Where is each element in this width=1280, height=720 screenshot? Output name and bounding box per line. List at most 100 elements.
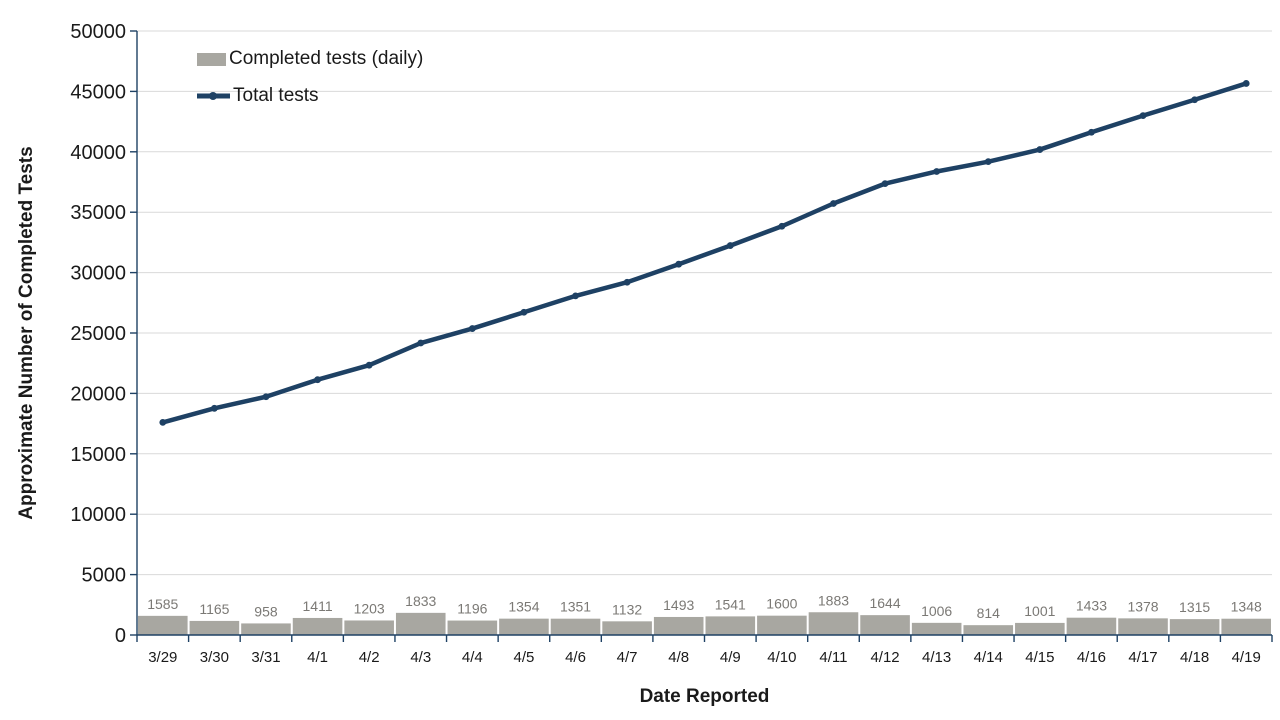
bar-value-label: 1378: [1127, 598, 1158, 614]
legend-entry-line: Total tests: [197, 84, 423, 108]
x-tick-label: 4/3: [410, 649, 431, 666]
line-series-group: [159, 80, 1250, 426]
bar: [1169, 619, 1220, 635]
bar-value-label: 1411: [303, 598, 333, 614]
bar: [292, 617, 343, 635]
line-marker: [210, 404, 218, 412]
bar-value-label: 1203: [354, 600, 385, 616]
x-tick-label: 4/2: [359, 649, 380, 666]
x-tick-label: 4/18: [1180, 649, 1209, 666]
bar-value-label: 1585: [147, 596, 178, 612]
line-marker: [520, 308, 528, 316]
x-tick-label: 4/15: [1025, 649, 1054, 666]
bar-value-label: 814: [977, 605, 1001, 621]
x-tick-label: 4/16: [1077, 649, 1106, 666]
x-tick-label: 3/30: [200, 649, 229, 666]
y-tick-label: 15000: [70, 444, 126, 466]
line-marker: [1036, 146, 1044, 153]
bar-value-label: 1433: [1076, 598, 1107, 614]
x-tick-label: 4/9: [720, 649, 741, 666]
bar-value-label: 1351: [560, 599, 591, 615]
bar-value-label: 1600: [766, 596, 797, 612]
line-marker: [933, 168, 941, 175]
tick-labels-group: 0 5000 10000 15000 20000 25000 30000 35000 40000…: [70, 21, 1260, 666]
bar-value-label: 1493: [663, 597, 694, 613]
bar: [963, 625, 1014, 635]
chart-legend: Completed tests (daily) Total tests: [197, 47, 423, 121]
line-marker: [159, 418, 167, 426]
x-tick-label: 4/10: [767, 649, 796, 666]
y-tick-label: 20000: [70, 383, 126, 405]
x-tick-label: 4/13: [922, 649, 951, 666]
bar-value-label: 1315: [1179, 599, 1210, 615]
line-marker: [984, 158, 992, 166]
bar: [1221, 618, 1271, 635]
bar-value-label: 1541: [715, 596, 746, 612]
x-tick-label: 3/29: [148, 649, 177, 666]
x-tick-label: 3/31: [251, 649, 280, 666]
x-tick-label: 4/11: [819, 649, 847, 666]
bar: [808, 612, 859, 635]
bar: [705, 616, 756, 635]
x-tick-label: 4/6: [565, 649, 586, 666]
line-marker: [1191, 96, 1199, 104]
y-tick-label: 10000: [70, 504, 126, 526]
x-tick-label: 4/12: [870, 649, 899, 666]
legend-entry-bar: Completed tests (daily): [197, 47, 423, 71]
line-marker: [262, 393, 270, 401]
line-marker: [1088, 128, 1095, 136]
y-tick-label: 40000: [70, 142, 126, 164]
bar-value-label: 1883: [818, 592, 849, 608]
bar: [499, 618, 549, 635]
line-marker: [881, 180, 889, 188]
total-tests-line: [160, 81, 1249, 425]
bar: [1066, 617, 1117, 635]
line-marker: [726, 242, 734, 249]
bar: [602, 621, 652, 635]
x-tick-label: 4/5: [514, 649, 535, 666]
x-axis-title: Date Reported: [639, 686, 770, 707]
line-marker: [830, 200, 837, 207]
line-marker: [675, 260, 683, 268]
x-tick-label: 4/1: [307, 649, 328, 666]
x-tick-label: 4/19: [1232, 649, 1261, 666]
y-axis-title: Approximate Number of Completed Tests: [16, 146, 37, 520]
bar-value-label: 1001: [1024, 603, 1055, 619]
bar-value-label: 1354: [508, 599, 539, 615]
bar-value-label: 1833: [405, 593, 436, 609]
y-tick-label: 30000: [70, 263, 126, 285]
data-labels-group: 1585 1165 958 1411 1203 1833 1196 1354 1351 1132 1…: [147, 592, 1262, 621]
bar: [911, 622, 962, 635]
bar: [1118, 618, 1168, 635]
line-marker: [468, 325, 476, 332]
legend-label-bar: Completed tests (daily): [229, 48, 424, 69]
line-swatch-icon: [197, 92, 230, 100]
y-tick-label: 25000: [70, 323, 126, 345]
bar: [550, 618, 601, 635]
line-marker: [572, 292, 579, 300]
bar-value-label: 1132: [612, 601, 642, 617]
line-marker: [1139, 112, 1147, 120]
bar-value-label: 1644: [869, 595, 900, 611]
y-tick-label: 0: [115, 625, 126, 647]
line-marker: [1242, 80, 1250, 87]
axes-group: [130, 30, 1273, 642]
gridlines-group: [137, 30, 1272, 576]
bar-series-group: [138, 612, 1271, 635]
bar: [241, 623, 291, 635]
line-marker: [365, 361, 373, 369]
bar-value-label: 958: [254, 603, 278, 619]
bar: [344, 620, 394, 635]
line-marker: [417, 339, 425, 347]
bar-value-label: 1165: [199, 601, 229, 617]
x-tick-label: 4/14: [974, 649, 1003, 666]
bar: [1015, 622, 1065, 635]
line-marker: [778, 222, 786, 230]
x-tick-label: 4/4: [462, 649, 483, 666]
y-tick-label: 35000: [70, 202, 126, 224]
bar: [138, 615, 188, 635]
bar: [447, 620, 498, 635]
bar: [189, 620, 240, 635]
bar-value-label: 1006: [921, 603, 952, 619]
bar-swatch-icon: [197, 52, 226, 66]
